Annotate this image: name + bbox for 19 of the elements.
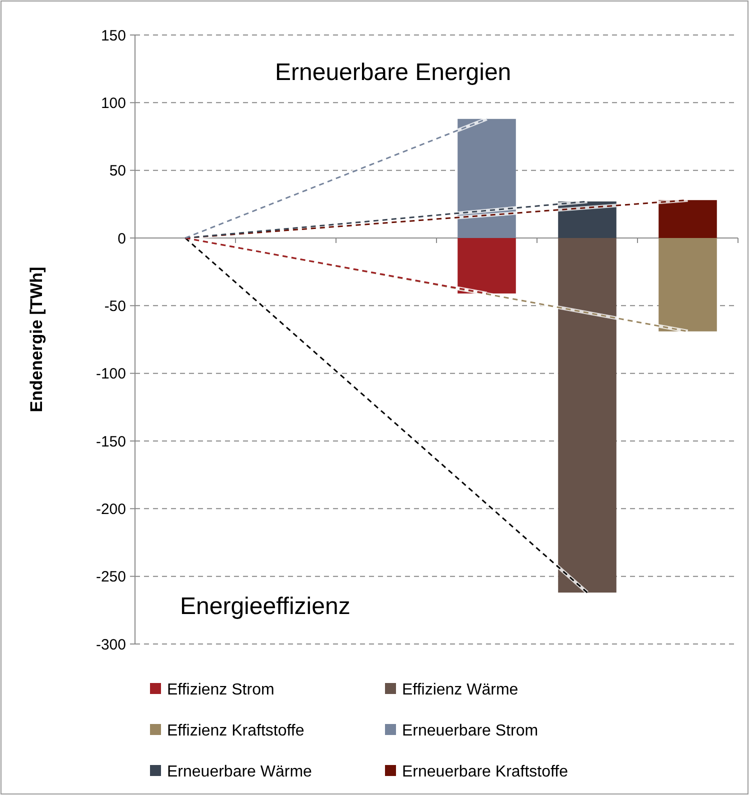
y-tick-label: -50 [104,298,126,315]
annotation: Energieeffizienz [180,593,350,620]
annotation: Erneuerbare Energien [275,59,512,86]
y-tick-label: 0 [118,230,126,248]
legend-label: Erneuerbare Strom [402,722,538,740]
legend-label: Effizienz Kraftstoffe [167,722,304,740]
y-tick-label: 100 [100,94,126,112]
y-tick-label: -100 [96,366,126,383]
y-tick-label: -200 [96,500,126,518]
legend-label: Erneuerbare Kraftstoffe [402,764,568,781]
y-tick-label: -250 [96,568,126,586]
y-tick-label: 150 [100,27,126,44]
legend-label: Effizienz Wärme [402,682,518,699]
legend-label: Effizienz Strom [167,682,274,699]
y-tick-label: -300 [96,636,126,654]
legend-label: Erneuerbare Wärme [167,764,312,781]
y-tick-label: 50 [109,162,126,180]
y-axis-title: Endenergie [TWh] [27,266,46,412]
y-tick-label: -150 [96,433,126,450]
